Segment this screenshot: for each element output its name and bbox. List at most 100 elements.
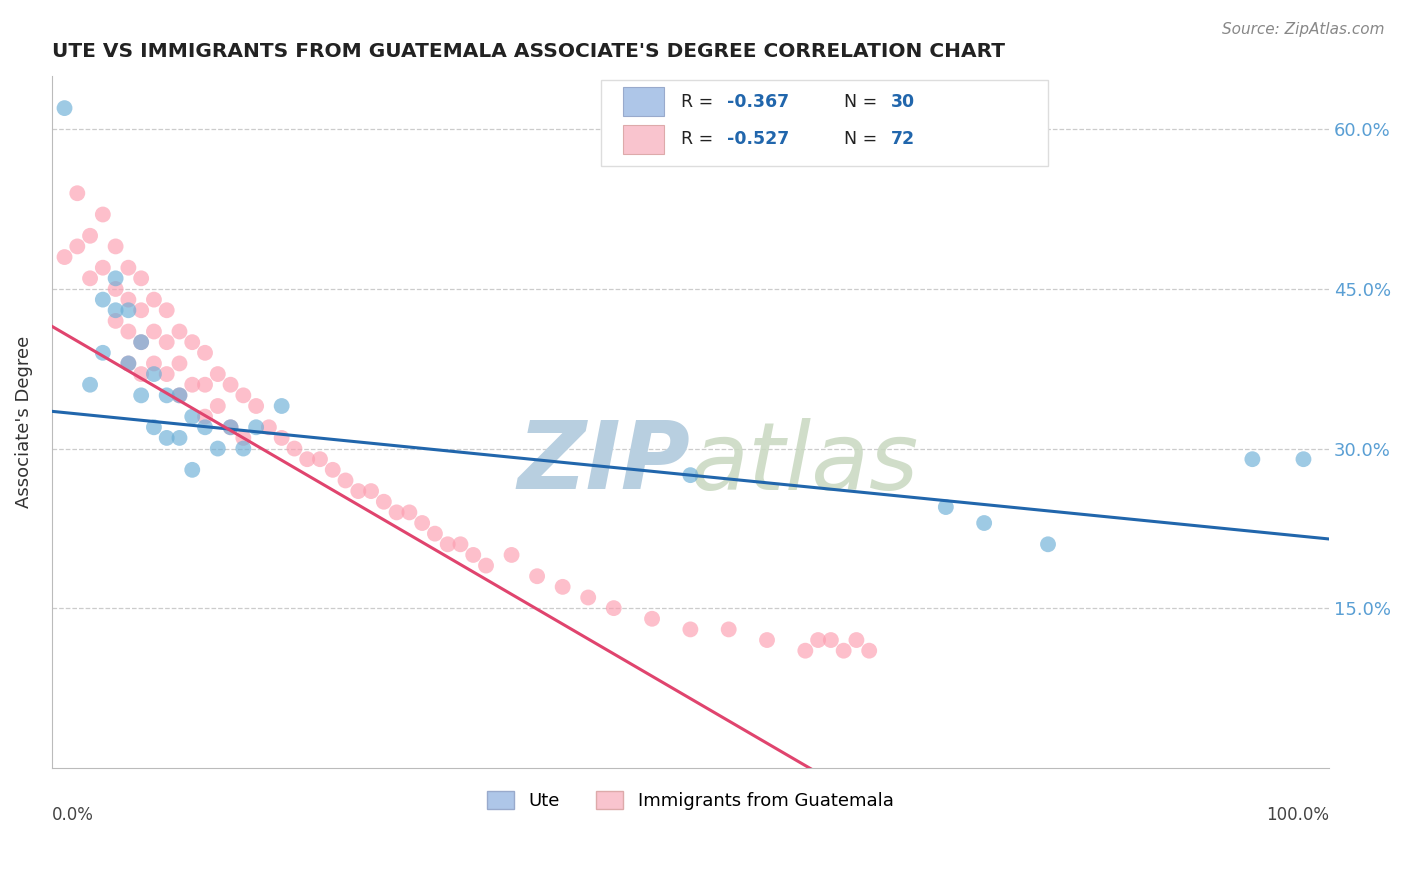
Point	[270, 431, 292, 445]
Point	[129, 335, 152, 350]
Point	[142, 367, 165, 381]
Point	[194, 409, 217, 424]
Text: UTE VS IMMIGRANTS FROM GUATEMALA ASSOCIATE'S DEGREE CORRELATION CHART: UTE VS IMMIGRANTS FROM GUATEMALA ASSOCIA…	[52, 42, 1005, 61]
Point	[463, 548, 485, 562]
Point	[295, 452, 318, 467]
Text: Source: ZipAtlas.com: Source: ZipAtlas.com	[1222, 22, 1385, 37]
Point	[219, 377, 242, 392]
Point	[91, 260, 114, 275]
Point	[257, 420, 280, 434]
Text: 0.0%: 0.0%	[52, 805, 94, 823]
Point	[641, 612, 664, 626]
Point	[232, 388, 254, 402]
Point	[142, 420, 165, 434]
Y-axis label: Associate's Degree: Associate's Degree	[15, 335, 32, 508]
Point	[973, 516, 995, 530]
Point	[411, 516, 433, 530]
Point	[169, 431, 191, 445]
Point	[1036, 537, 1059, 551]
Point	[181, 463, 204, 477]
Text: R =: R =	[682, 130, 720, 148]
Text: -0.527: -0.527	[727, 130, 790, 148]
Point	[373, 494, 395, 508]
Point	[423, 526, 446, 541]
Point	[181, 409, 204, 424]
Point	[117, 303, 139, 318]
Point	[91, 207, 114, 221]
Point	[181, 335, 204, 350]
Point	[858, 643, 880, 657]
Point	[79, 377, 101, 392]
Point	[104, 271, 127, 285]
Point	[398, 505, 420, 519]
Point	[679, 623, 702, 637]
Point	[66, 239, 89, 253]
Point	[53, 250, 76, 264]
Point	[450, 537, 472, 551]
Point	[756, 633, 779, 648]
Point	[576, 591, 599, 605]
Point	[117, 260, 139, 275]
Point	[169, 388, 191, 402]
Point	[820, 633, 842, 648]
Point	[91, 293, 114, 307]
Point	[679, 468, 702, 483]
Point	[845, 633, 868, 648]
Point	[219, 420, 242, 434]
FancyBboxPatch shape	[623, 125, 664, 153]
Point	[142, 356, 165, 370]
Point	[232, 431, 254, 445]
Point	[245, 420, 267, 434]
Point	[385, 505, 408, 519]
Point	[335, 474, 357, 488]
Point	[475, 558, 498, 573]
Point	[117, 356, 139, 370]
Point	[436, 537, 458, 551]
Point	[807, 633, 830, 648]
Text: 72: 72	[891, 130, 915, 148]
Point	[169, 325, 191, 339]
Point	[194, 377, 217, 392]
Text: atlas: atlas	[690, 418, 918, 509]
Point	[79, 271, 101, 285]
Text: ZIP: ZIP	[517, 417, 690, 509]
Text: R =: R =	[682, 93, 720, 111]
Point	[1292, 452, 1315, 467]
Point	[551, 580, 574, 594]
Point	[117, 356, 139, 370]
Point	[207, 399, 229, 413]
Point	[156, 431, 179, 445]
Point	[117, 325, 139, 339]
Point	[245, 399, 267, 413]
Point	[1241, 452, 1264, 467]
Point	[169, 356, 191, 370]
Point	[104, 239, 127, 253]
Point	[207, 442, 229, 456]
Point	[347, 484, 370, 499]
Point	[603, 601, 626, 615]
Point	[717, 623, 740, 637]
Point	[156, 367, 179, 381]
Point	[194, 346, 217, 360]
Point	[501, 548, 523, 562]
Point	[129, 303, 152, 318]
Point	[156, 335, 179, 350]
Point	[270, 399, 292, 413]
Point	[832, 643, 855, 657]
Point	[117, 293, 139, 307]
Point	[283, 442, 305, 456]
Point	[935, 500, 957, 514]
Point	[194, 420, 217, 434]
FancyBboxPatch shape	[623, 87, 664, 116]
Point	[142, 293, 165, 307]
Point	[181, 377, 204, 392]
Point	[219, 420, 242, 434]
Point	[79, 228, 101, 243]
Text: N =: N =	[844, 93, 883, 111]
Point	[360, 484, 382, 499]
Point	[156, 388, 179, 402]
Point	[232, 442, 254, 456]
Point	[207, 367, 229, 381]
Legend: Ute, Immigrants from Guatemala: Ute, Immigrants from Guatemala	[479, 784, 901, 817]
Point	[129, 335, 152, 350]
